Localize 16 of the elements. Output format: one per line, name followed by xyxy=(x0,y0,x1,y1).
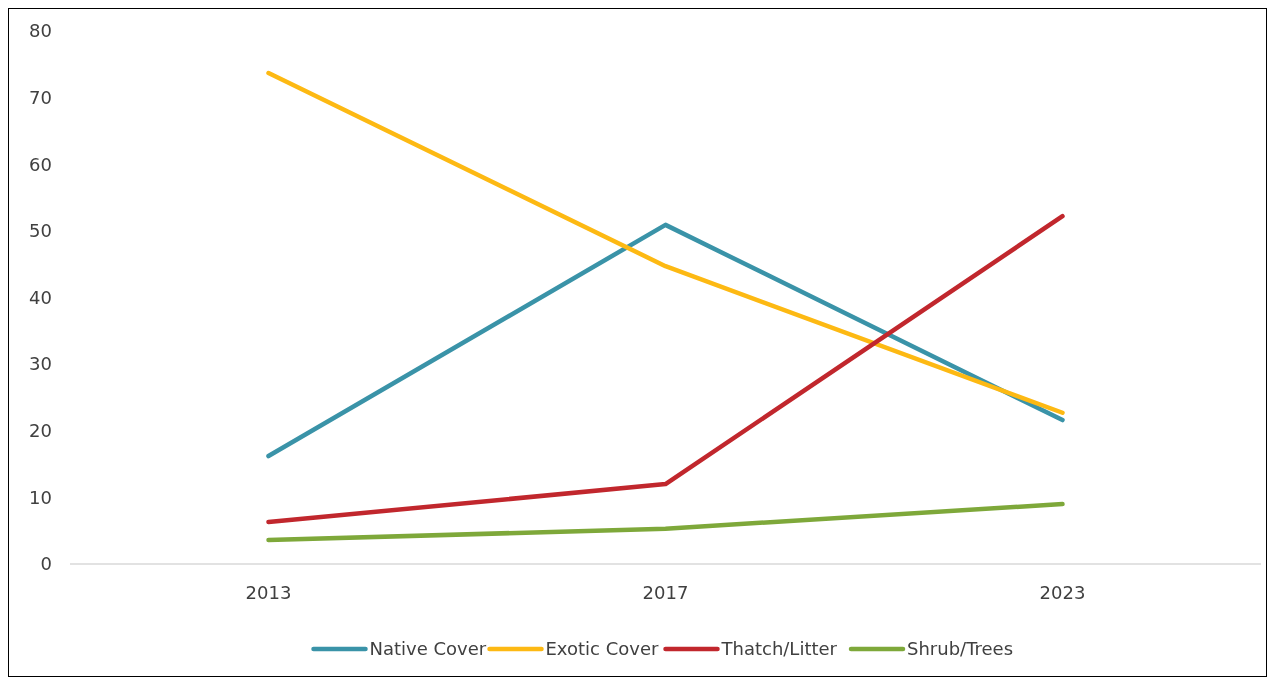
y-tick-label: 30 xyxy=(29,353,52,375)
y-tick-label: 20 xyxy=(29,420,52,442)
legend-label: Shrub/Trees xyxy=(907,638,1014,660)
y-tick-label: 10 xyxy=(29,486,52,508)
y-tick-label: 0 xyxy=(40,553,52,575)
legend-label: Native Cover xyxy=(369,638,487,660)
y-tick-label: 40 xyxy=(29,286,52,308)
y-tick-label: 70 xyxy=(29,86,52,108)
y-tick-label: 50 xyxy=(29,220,52,242)
legend-label: Exotic Cover xyxy=(545,638,659,660)
x-tick-label: 2013 xyxy=(245,582,292,603)
y-tick-label: 80 xyxy=(29,20,52,42)
legend-label: Thatch/Litter xyxy=(720,638,838,660)
x-tick-label: 2023 xyxy=(1039,582,1086,603)
x-tick-label: 2017 xyxy=(642,582,689,603)
y-tick-label: 60 xyxy=(29,153,52,175)
